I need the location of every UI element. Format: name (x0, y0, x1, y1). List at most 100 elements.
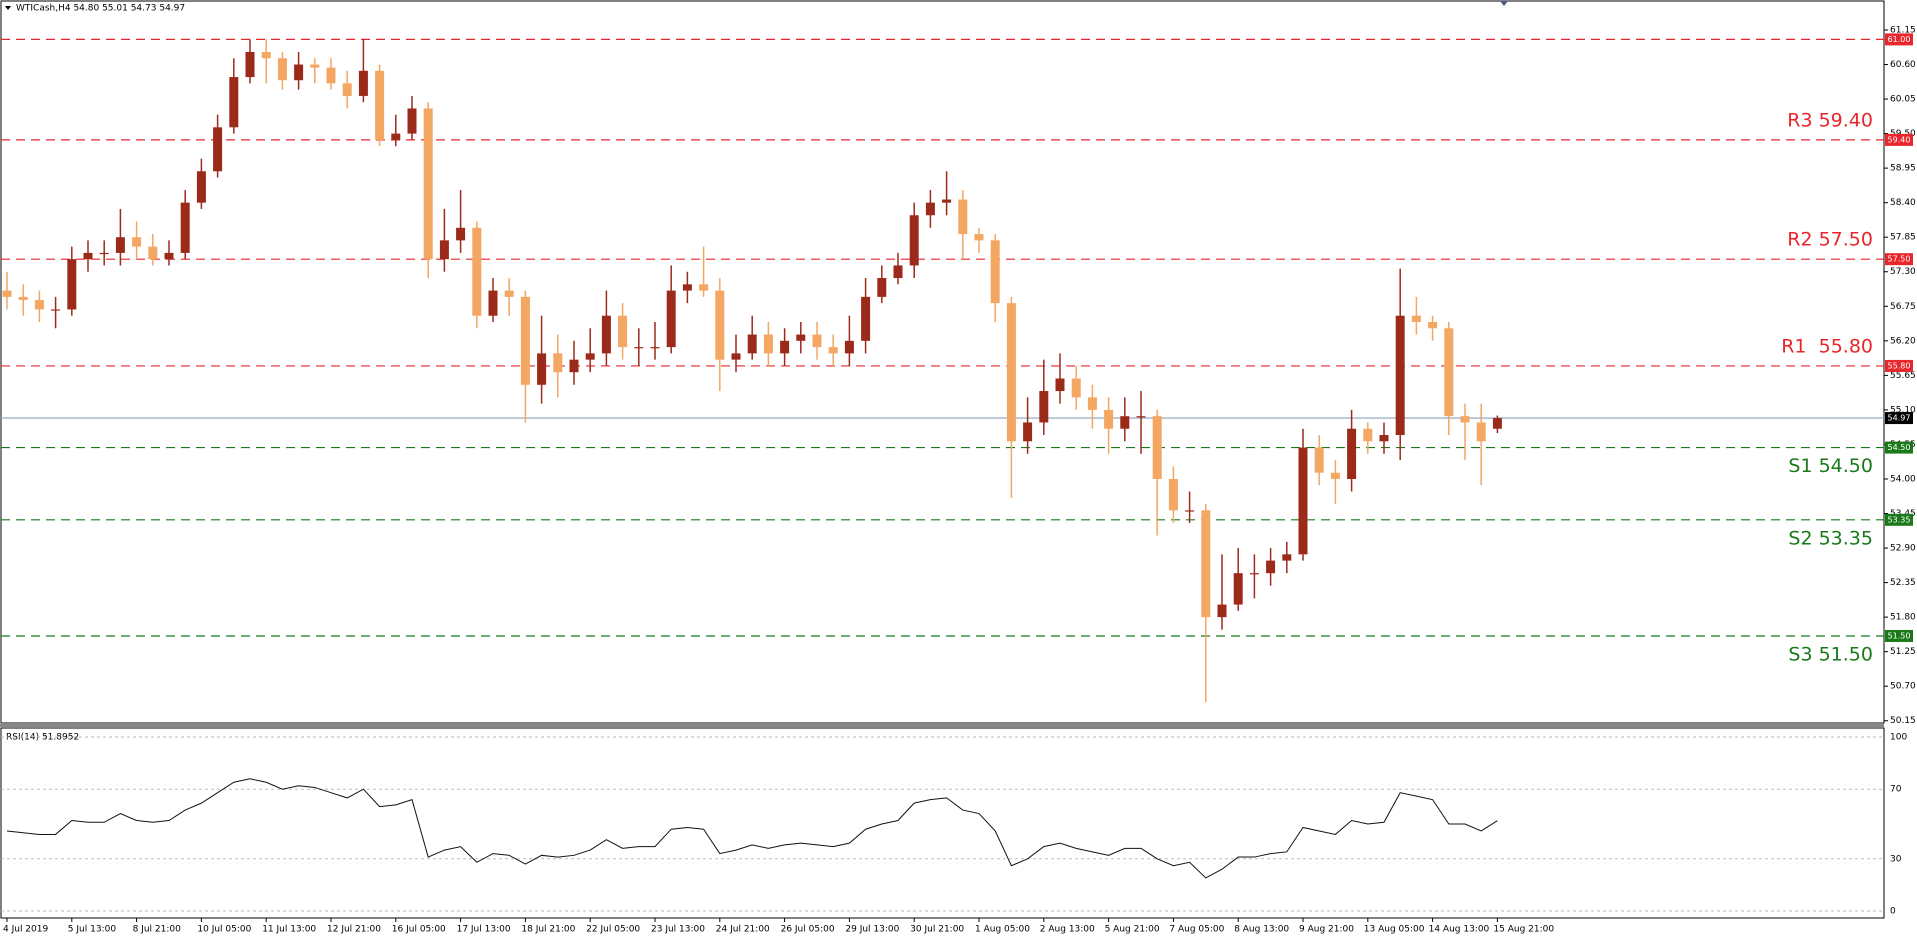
candle-body (828, 347, 838, 354)
candle-body (99, 252, 109, 255)
candle-body (1428, 321, 1438, 329)
candle-body (213, 127, 223, 172)
x-tick-label: 18 Jul 21:00 (521, 925, 575, 935)
candle-body (180, 202, 190, 253)
candle-body (601, 315, 611, 354)
level-tag-label: 54.50 (1888, 443, 1911, 452)
candle-body (812, 334, 822, 348)
candle-body (1185, 510, 1195, 512)
y-tick-label: 30 (1890, 854, 1902, 864)
candle-body (375, 70, 385, 140)
candle-body (1233, 573, 1243, 605)
candle-body (650, 347, 660, 349)
x-tick-label: 7 Aug 05:00 (1169, 925, 1224, 935)
last-price-tag (1885, 412, 1913, 425)
candle-body (34, 300, 44, 310)
y-tick-label: 70 (1890, 785, 1902, 795)
candle-body (294, 64, 304, 81)
rsi-line (6, 778, 1498, 879)
candle-body (1087, 397, 1097, 410)
y-tick-label: 52.90 (1890, 544, 1916, 554)
x-tick-label: 30 Jul 21:00 (910, 925, 964, 935)
x-tick-label: 14 Aug 13:00 (1429, 925, 1490, 935)
candle-body (1379, 435, 1389, 442)
x-tick-label: 4 Jul 2019 (3, 925, 48, 935)
y-tick-label: 60.05 (1890, 95, 1916, 105)
candle-body (342, 83, 352, 96)
candle-body (618, 315, 628, 348)
candle-body (1249, 573, 1259, 575)
x-tick-label: 15 Aug 21:00 (1493, 925, 1554, 935)
candle-body (1266, 560, 1276, 574)
rsi-title: RSI(14) 51.8952 (6, 733, 79, 743)
level-label: R1 55.80 (1781, 335, 1873, 357)
candle-body (763, 334, 773, 354)
x-tick-label: 29 Jul 13:00 (845, 925, 899, 935)
candle-body (1006, 303, 1016, 442)
candle-body (132, 237, 142, 247)
level-label: S1 54.50 (1788, 455, 1873, 477)
candle-body (780, 340, 790, 354)
y-tick-label: 60.60 (1890, 60, 1916, 70)
y-tick-label: 61.15 (1890, 25, 1916, 35)
x-tick-label: 11 Jul 13:00 (262, 925, 316, 935)
candle-body (1201, 510, 1211, 618)
candle-body (1395, 315, 1405, 436)
candle-body (877, 278, 887, 297)
candle-body (585, 353, 595, 360)
x-tick-label: 5 Jul 13:00 (68, 925, 117, 935)
level-tag (1885, 359, 1913, 372)
y-tick-label: 50.70 (1890, 682, 1916, 692)
candle-body (488, 290, 498, 316)
candle-body (715, 290, 725, 360)
y-tick-label: 55.10 (1890, 405, 1916, 415)
menu-triangle[interactable] (5, 6, 11, 10)
candle-body (472, 227, 482, 316)
level-tag (1885, 441, 1913, 454)
candle-body (958, 199, 968, 235)
candle-body (310, 64, 320, 68)
candle-body (747, 334, 757, 354)
candle-body (407, 108, 417, 134)
candle-body (1023, 422, 1033, 442)
candle-body (18, 296, 28, 301)
candle-body (1476, 422, 1486, 442)
level-tag (1885, 133, 1913, 146)
candle-body (1217, 604, 1227, 618)
candle-body (1120, 416, 1130, 429)
chart-title: WTICash,H4 54.80 55.01 54.73 54.97 (16, 4, 185, 14)
candle-body (1363, 428, 1373, 442)
shift-marker (1500, 1, 1508, 6)
candle-body (699, 284, 709, 291)
x-tick-label: 5 Aug 21:00 (1105, 925, 1160, 935)
level-tag-label: 61.00 (1888, 35, 1911, 44)
x-tick-label: 12 Jul 21:00 (327, 925, 381, 935)
x-tick-label: 10 Jul 05:00 (197, 925, 251, 935)
level-tag-label: 55.80 (1888, 361, 1911, 370)
candle-body (1460, 416, 1470, 423)
y-tick-label: 58.40 (1890, 198, 1916, 208)
candle-body (520, 296, 530, 385)
level-tag (1885, 253, 1913, 266)
level-tag-label: 59.40 (1888, 135, 1911, 144)
level-tag-label: 57.50 (1888, 255, 1911, 264)
candle-body (844, 340, 854, 354)
candle-body (1282, 554, 1292, 561)
x-tick-label: 26 Jul 05:00 (781, 925, 835, 935)
x-tick-label: 9 Aug 21:00 (1299, 925, 1354, 935)
candle-body (277, 58, 287, 81)
candle-body (666, 290, 676, 348)
candle-body (148, 246, 158, 260)
level-label: S2 53.35 (1788, 527, 1873, 549)
level-tag (1885, 513, 1913, 526)
candle-body (861, 296, 871, 341)
y-tick-label: 51.80 (1890, 613, 1916, 623)
x-tick-label: 2 Aug 13:00 (1040, 925, 1095, 935)
last-price-label: 54.97 (1888, 414, 1911, 423)
rsi-pane (0, 727, 1885, 919)
candle-body (245, 51, 255, 78)
candle-body (504, 290, 514, 297)
candle-body (553, 353, 563, 373)
y-tick-label: 57.85 (1890, 233, 1916, 243)
x-tick-label: 13 Aug 05:00 (1364, 925, 1425, 935)
